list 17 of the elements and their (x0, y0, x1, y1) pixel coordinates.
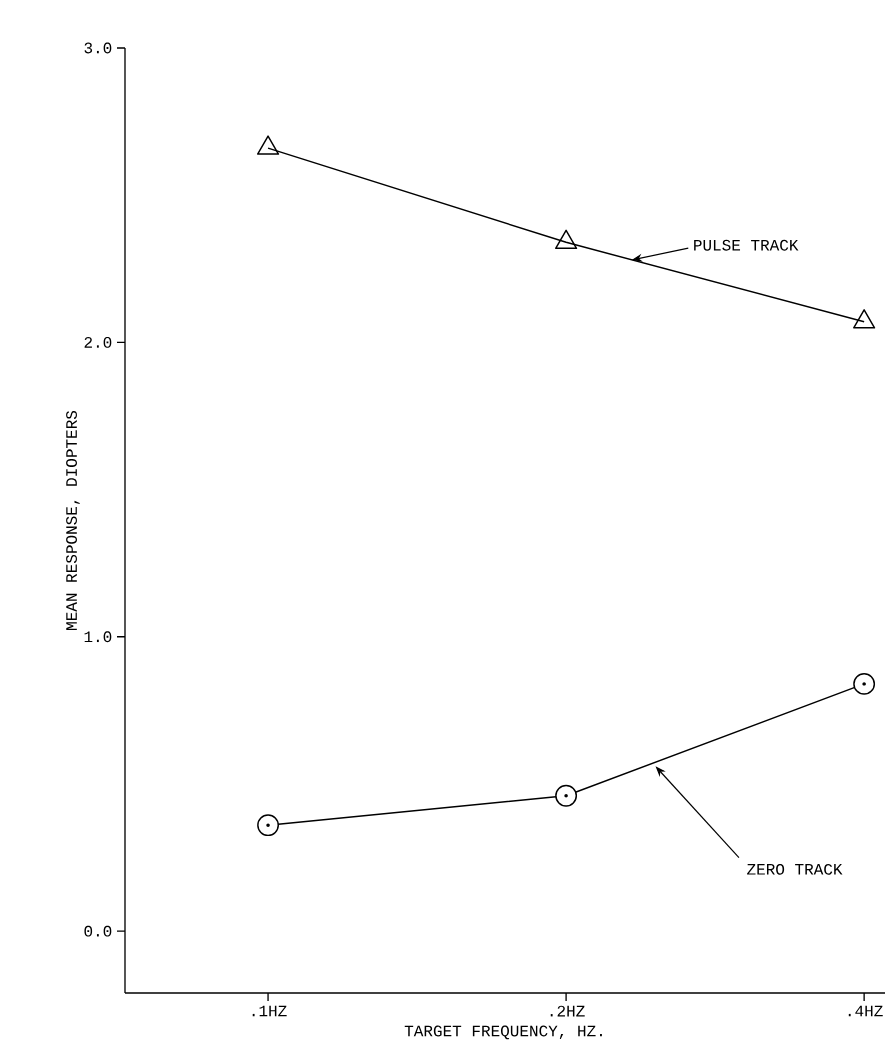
point (257, 814, 279, 837)
point (853, 672, 876, 695)
y-axis-title: MEAN RESPONSE, DIOPTERS (66, 410, 80, 630)
point (554, 229, 578, 250)
y-tick-label: 1.0 (84, 631, 112, 643)
y-tick-label: 2.0 (84, 336, 112, 348)
point (256, 135, 280, 155)
point (555, 784, 578, 807)
x-tick-label: .2HZ (550, 1005, 585, 1017)
y-tick-label: 3.0 (84, 42, 112, 54)
x-axis-title: TARGET FREQUENCY, HZ. (404, 1025, 602, 1040)
point (853, 309, 876, 329)
x-tick-label: .4HZ (848, 1005, 883, 1017)
x-tick-label: .1HZ (252, 1005, 287, 1017)
text: ZERO TRACK (747, 863, 843, 875)
legend-label: PULSE TRACK (694, 239, 799, 251)
y-tick-label: 0.0 (84, 925, 112, 937)
